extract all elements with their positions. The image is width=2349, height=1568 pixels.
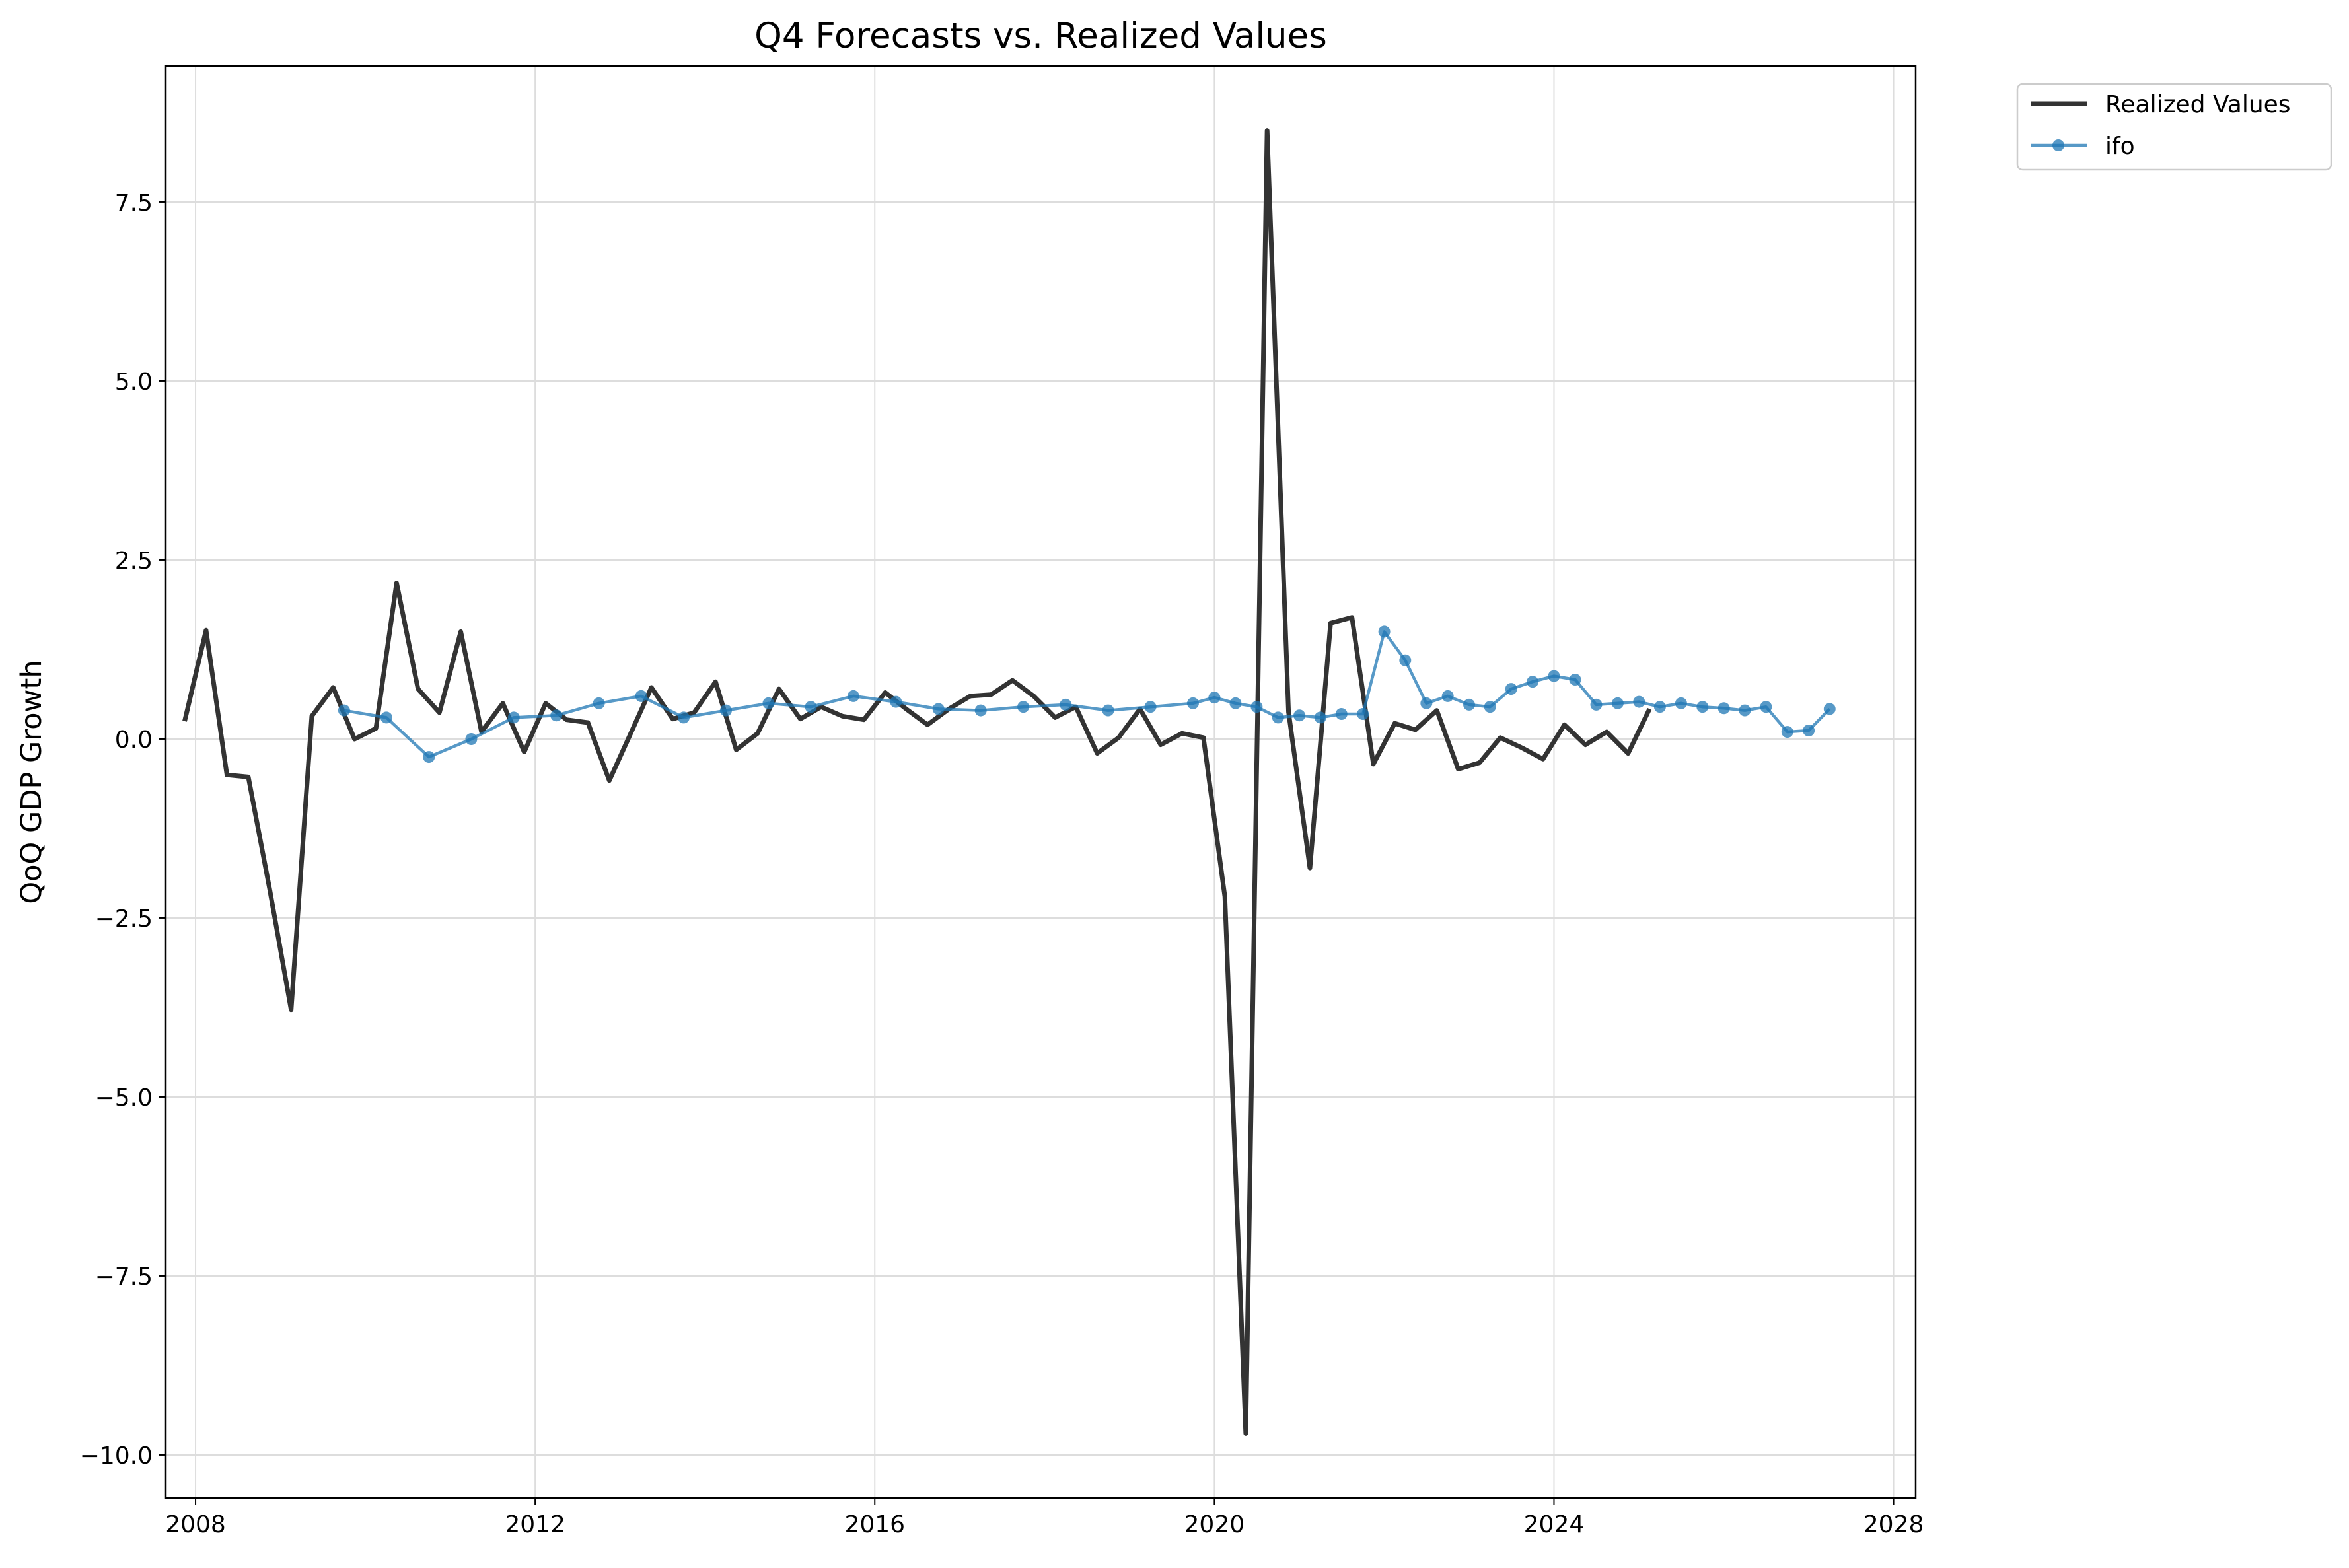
ifo-point: [1399, 654, 1412, 666]
ifo-point: [890, 695, 902, 708]
ifo-point: [1569, 674, 1581, 686]
y-tick-label: −2.5: [95, 906, 153, 933]
ifo-point: [1675, 697, 1687, 709]
ifo-point: [1803, 725, 1815, 736]
y-tick-label: 2.5: [115, 548, 153, 575]
ifo-point: [1633, 695, 1645, 708]
y-tick-label: −7.5: [95, 1264, 153, 1291]
series-0: [182, 128, 1652, 1436]
legend-box: [2016, 83, 2332, 171]
ifo-point: [1548, 670, 1560, 682]
ifo-point: [1272, 711, 1284, 724]
ifo-point: [1823, 703, 1836, 715]
ifo-point: [635, 690, 647, 702]
ifo-point: [380, 711, 392, 724]
y-tick-label: 7.5: [115, 190, 153, 217]
x-tick-label: 2012: [505, 1511, 565, 1538]
ifo-point: [805, 701, 817, 713]
y-tick-label: −10.0: [80, 1443, 153, 1470]
ifo-point: [1441, 690, 1454, 702]
ifo-point: [1293, 709, 1306, 722]
series-layer: [182, 128, 1836, 1436]
ifo-point: [1781, 726, 1793, 738]
axis-ticks: 2008 2012 2016 2020 2024 2028 −10.0 −7.5 −5.0 −2.…: [80, 190, 1924, 1538]
ifo-point: [1357, 708, 1369, 720]
ifo-point: [507, 711, 520, 724]
ifo-point: [1739, 704, 1751, 717]
x-tick-label: 2016: [844, 1511, 905, 1538]
ifo-point: [1208, 692, 1221, 704]
ifo-point: [1717, 702, 1730, 715]
ifo-point: [974, 704, 987, 717]
ifo-point: [720, 704, 732, 717]
ifo-point: [1102, 704, 1114, 717]
ifo-point: [1696, 701, 1709, 713]
ifo-point: [678, 711, 690, 724]
y-tick-label: 0.0: [115, 727, 153, 754]
ifo-point: [1314, 711, 1326, 724]
legend: Realized Values ifo: [2016, 83, 2332, 171]
ifo-point: [1590, 698, 1603, 711]
x-tick-label: 2008: [165, 1511, 226, 1538]
ifo-point: [1335, 708, 1348, 720]
chart-title: Q4 Forecasts vs. Realized Values: [754, 16, 1327, 56]
ifo-point: [465, 733, 478, 745]
ifo-point: [1229, 697, 1242, 709]
ifo-point: [1463, 698, 1475, 711]
ifo-point: [847, 690, 859, 702]
legend-swatch-marker: [2052, 139, 2064, 151]
x-tick-label: 2024: [1524, 1511, 1585, 1538]
ifo-point: [1527, 676, 1539, 688]
ifo-point: [1187, 697, 1199, 709]
ifo-point: [338, 704, 350, 717]
ifo-point: [762, 697, 775, 709]
ifo-point: [1760, 701, 1772, 713]
series-1: [338, 625, 1836, 764]
ifo-point: [1611, 697, 1624, 709]
legend-label: ifo: [2105, 133, 2135, 160]
ifo-point: [1505, 683, 1517, 695]
ifo-point: [1653, 701, 1666, 713]
realized-values-line: [182, 128, 1652, 1436]
plot-frame: [164, 65, 1917, 1499]
ifo-point: [1060, 698, 1072, 711]
ifo-point: [423, 751, 435, 764]
y-tick-label: −5.0: [95, 1085, 153, 1112]
grid: [166, 66, 1916, 1498]
legend-label: Realized Values: [2105, 91, 2291, 118]
y-axis-label: QoQ GDP Growth: [15, 660, 48, 904]
ifo-point: [550, 709, 563, 722]
y-tick-label: 5.0: [115, 369, 153, 396]
ifo-point: [1250, 701, 1263, 713]
ifo-point: [1420, 697, 1433, 709]
ifo-point: [1017, 701, 1030, 713]
ifo-point: [1378, 625, 1391, 638]
ifo-point: [932, 703, 945, 715]
ifo-point: [1484, 701, 1496, 713]
x-tick-label: 2020: [1184, 1511, 1245, 1538]
ifo-point: [1144, 701, 1157, 713]
x-tick-label: 2028: [1863, 1511, 1924, 1538]
ifo-point: [593, 697, 605, 709]
